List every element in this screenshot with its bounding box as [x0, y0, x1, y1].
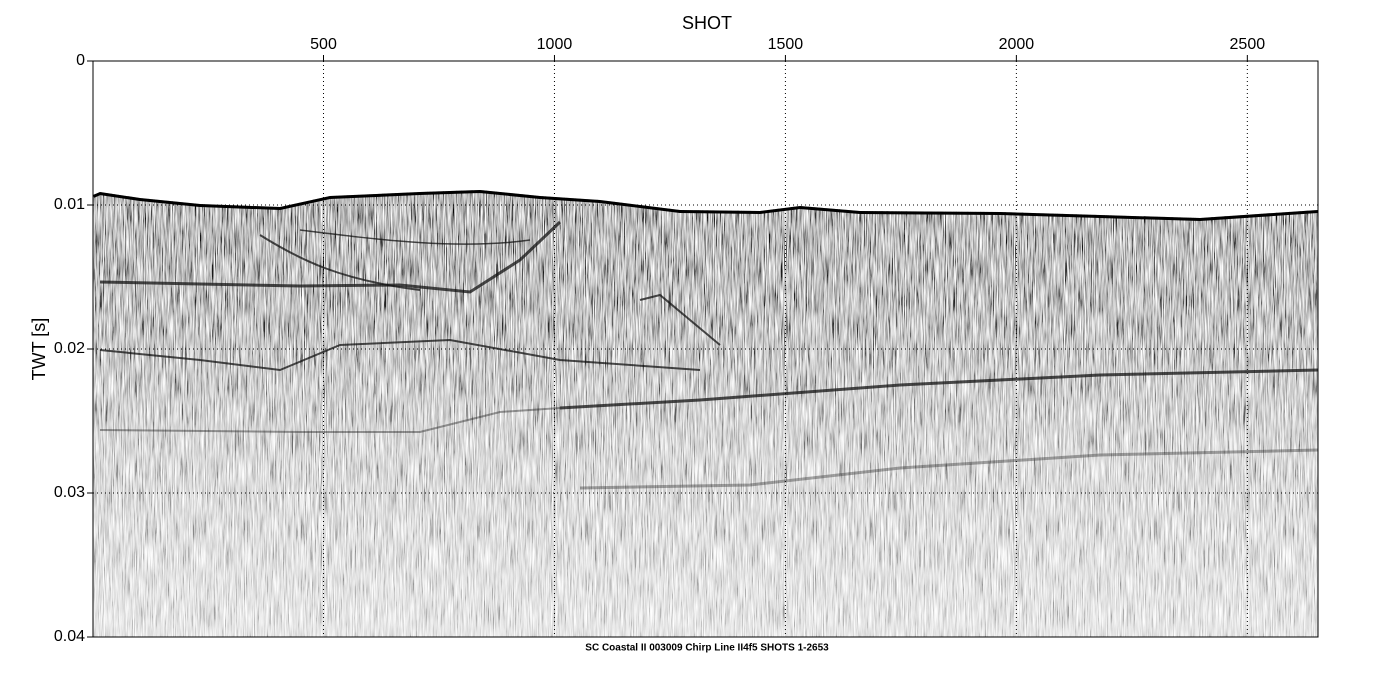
y-tick-label: 0.04: [54, 628, 85, 645]
seismic-section: [93, 190, 1318, 637]
x-tick-label: 2000: [999, 36, 1035, 53]
x-tick-label: 1500: [768, 36, 804, 53]
y-tick-label: 0.03: [54, 484, 85, 501]
y-tick-label: 0: [76, 52, 85, 69]
caption: SC Coastal II 003009 Chirp Line II4f5 SH…: [585, 643, 829, 654]
y-axis-title: TWT [s]: [29, 318, 49, 381]
x-axis-title: SHOT: [682, 13, 732, 33]
x-tick-label: 1000: [537, 36, 573, 53]
y-tick-label: 0.01: [54, 196, 85, 213]
x-tick-label: 500: [310, 36, 337, 53]
x-tick-label: 2500: [1230, 36, 1266, 53]
y-tick-label: 0.02: [54, 340, 85, 357]
